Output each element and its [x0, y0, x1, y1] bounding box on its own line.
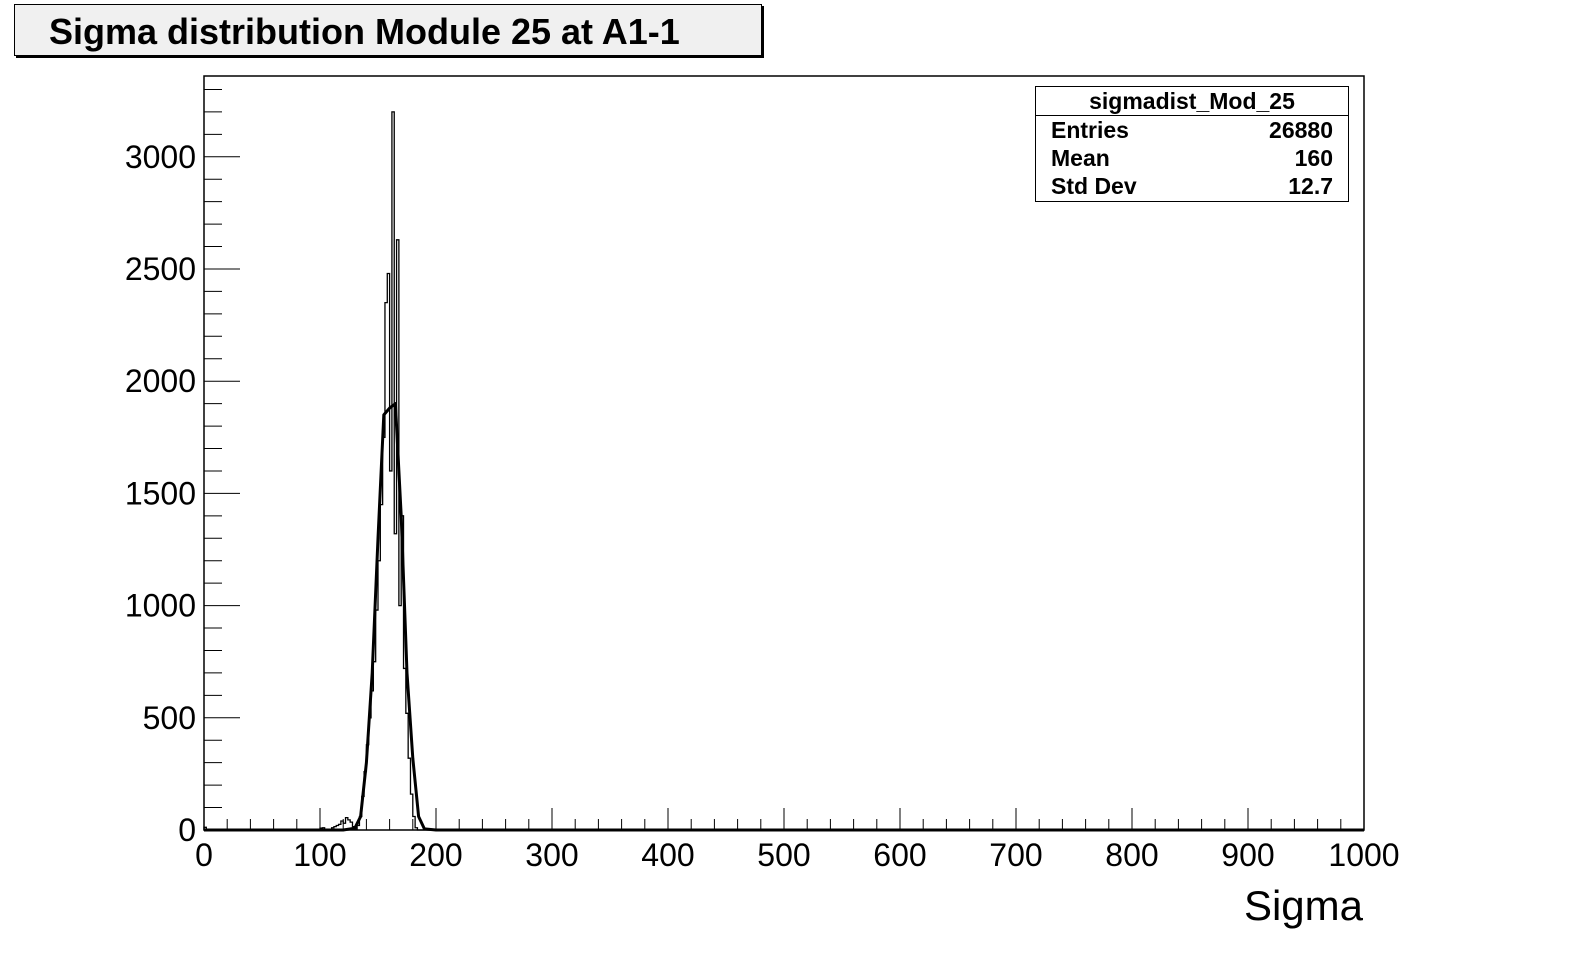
y-tick-label: 2000 — [125, 363, 196, 399]
stats-label: Entries — [1051, 117, 1129, 143]
histogram-marks — [203, 111, 1364, 832]
y-tick-label: 1500 — [125, 475, 196, 511]
stats-value: 26880 — [1269, 117, 1333, 143]
stats-label: Mean — [1051, 145, 1110, 171]
x-tick-label: 800 — [1105, 837, 1158, 873]
stats-value: 12.7 — [1288, 173, 1333, 199]
x-tick-label: 200 — [409, 837, 462, 873]
x-tick-label: 1000 — [1328, 837, 1399, 873]
x-tick-label: 700 — [989, 837, 1042, 873]
x-tick-label: 900 — [1221, 837, 1274, 873]
chart-title-box: Sigma distribution Module 25 at A1-1 — [14, 4, 762, 56]
x-tick-label: 400 — [641, 837, 694, 873]
stats-row-stddev: Std Dev 12.7 — [1036, 172, 1348, 200]
x-axis-title: Sigma — [1244, 882, 1364, 929]
x-tick-label: 300 — [525, 837, 578, 873]
y-axis: 0 500 1000 1500 2000 2500 3000 — [125, 88, 240, 848]
chart-title: Sigma distribution Module 25 at A1-1 — [49, 11, 680, 52]
x-tick-label: 0 — [195, 837, 213, 873]
x-tick-label: 500 — [757, 837, 810, 873]
histogram-step-line — [203, 111, 1364, 831]
y-tick-label: 500 — [143, 700, 196, 736]
stats-value: 160 — [1294, 145, 1333, 171]
y-tick-label: 2500 — [125, 251, 196, 287]
stats-row-entries: Entries 26880 — [1036, 116, 1348, 144]
stats-row-mean: Mean 160 — [1036, 144, 1348, 172]
x-tick-label: 600 — [873, 837, 926, 873]
stats-label: Std Dev — [1051, 173, 1137, 199]
y-tick-label: 0 — [178, 812, 196, 848]
y-tick-label: 1000 — [125, 588, 196, 624]
stats-title: sigmadist_Mod_25 — [1036, 87, 1348, 116]
x-tick-label: 100 — [293, 837, 346, 873]
stats-box: sigmadist_Mod_25 Entries 26880 Mean 160 … — [1035, 86, 1349, 202]
y-tick-label: 3000 — [125, 139, 196, 175]
smooth-fit-line — [204, 402, 1364, 832]
x-axis: 0 100 200 300 400 500 600 700 800 900 1000 — [195, 808, 1400, 873]
